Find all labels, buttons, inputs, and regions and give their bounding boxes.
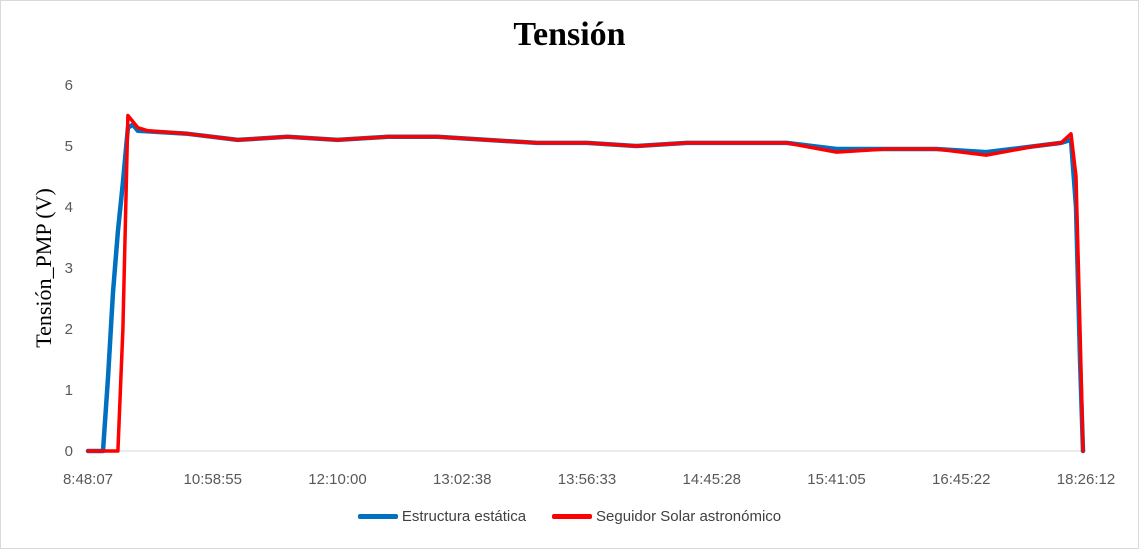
x-tick-label: 8:48:07 <box>63 471 113 488</box>
y-tick-label: 1 <box>65 382 73 399</box>
y-tick-label: 4 <box>65 199 73 216</box>
x-tick-label: 13:02:38 <box>433 471 491 488</box>
chart-title: Tensión <box>513 16 626 53</box>
x-tick-label: 16:45:22 <box>932 471 990 488</box>
legend-swatch-estructura <box>357 514 398 519</box>
legend: Estructura estática Seguidor Solar astro… <box>0 508 1139 525</box>
y-tick-label: 0 <box>65 443 73 460</box>
y-tick-label: 3 <box>65 260 73 277</box>
y-tick-label: 5 <box>65 138 73 155</box>
x-tick-label: 15:41:05 <box>807 471 865 488</box>
x-tick-label: 12:10:00 <box>308 471 366 488</box>
series-line-seguidor <box>86 113 1085 453</box>
legend-label-estructura: Estructura estática <box>401 508 527 525</box>
x-tick-label: 18:26:12 <box>1057 471 1115 488</box>
y-tick-label: 6 <box>65 77 73 94</box>
legend-label-seguidor: Seguidor Solar astronómico <box>596 508 782 525</box>
y-tick-label: 2 <box>65 321 73 338</box>
legend-item-estructura: Estructura estática <box>357 508 527 525</box>
series-line-estructura <box>85 122 1086 454</box>
x-tick-label: 13:56:33 <box>558 471 616 488</box>
x-tick-label: 14:45:28 <box>683 471 741 488</box>
legend-swatch-seguidor <box>552 514 593 519</box>
legend-item-seguidor: Seguidor Solar astronómico <box>552 508 781 525</box>
x-tick-label: 10:58:55 <box>184 471 242 488</box>
